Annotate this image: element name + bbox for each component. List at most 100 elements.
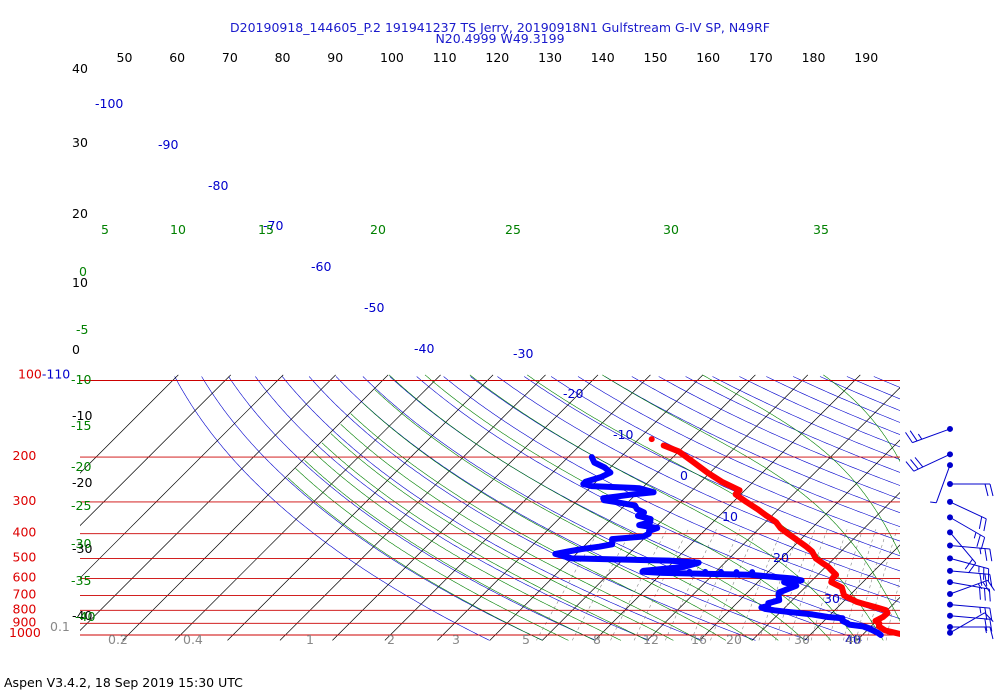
theta-tick-label: 180 [802,50,826,65]
mixing-ratio-line [885,578,900,641]
isotherm-value-label: -80 [208,178,228,193]
wind-barb-half-feather [979,607,982,614]
mixing-ratio-label: 40 [846,632,862,647]
mixing-ratio-label: 0.2 [108,632,128,647]
theta-e-label: -40 [75,609,95,624]
chart-title-line2: N20.4999 W49.3199 [435,31,565,46]
mixing-ratio-label: 8 [593,632,601,647]
dry-adiabat-line [362,376,862,641]
wind-barb-feather [978,516,983,529]
isotherm-value-label: -70 [263,218,283,233]
theta-e-label: -10 [71,372,91,387]
dewpoint-profile-line [552,454,884,638]
dry-adiabat-line [497,376,900,572]
software-footer: Aspen V3.4.2, 18 Sep 2019 15:30 UTC [4,675,243,690]
theta-e-label: 5 [101,222,109,237]
left-temperature-label: -40 [72,608,92,623]
moist-adiabat-line [702,374,900,555]
grid-layer [80,374,1000,641]
dewpoint-point [702,568,709,575]
theta-tick-label: 120 [485,50,509,65]
dry-adiabat-line [604,376,900,513]
wind-barb-staff [949,570,990,575]
isotherm-value-label: -50 [364,300,384,315]
isotherm-line [174,374,441,641]
wind-barb [947,579,995,597]
mixing-ratio-line [610,529,668,641]
mixing-ratio-line [855,529,888,641]
wind-barb [947,555,990,582]
pressure-tick-label: 400 [13,525,37,540]
wind-barb-feather [979,573,983,586]
dry-adiabat-line [201,376,543,641]
wind-barb-half-feather [979,548,982,555]
pressure-tick-label: 800 [13,601,37,616]
wind-barb [947,623,994,640]
profile-layer [552,436,900,638]
isotherm-value-label: 30 [824,591,840,606]
left-temperature-label: -10 [72,408,92,423]
wind-barb-feather [910,459,919,470]
theta-e-label: 10 [170,222,186,237]
wind-barb-staff [949,615,990,620]
left-temperature-label: 10 [72,275,88,290]
left-temperature-label: 30 [72,135,88,150]
dry-adiabat-line [846,376,900,400]
dry-adiabat-line [550,376,900,542]
wind-barb-feather [984,573,988,587]
theta-tick-label: 70 [222,50,238,65]
wind-barb-staff [949,545,990,550]
theta-e-label: 15 [258,222,274,237]
isotherm-line [80,374,284,579]
wind-barb-staff [949,612,985,634]
theta-e-label: -15 [71,418,91,433]
wind-barb-feather [989,574,993,587]
left-temperature-label: 20 [72,206,88,221]
mixing-ratio-line [902,529,928,640]
mixing-ratio-line [633,529,689,641]
dry-adiabat-line [577,376,900,528]
wind-barb-feather [909,430,918,442]
theta-e-label: 25 [505,222,521,237]
wind-barb-feather [984,548,988,561]
dry-adiabat-line [255,376,650,641]
dry-adiabat-line [308,376,756,641]
wind-barb-feather [905,461,915,472]
dry-adiabat-line [389,376,900,636]
moist-adiabat-line [321,442,648,641]
moist-adiabat-line [602,374,900,622]
wind-barb [947,514,986,550]
dry-adiabat-line [174,376,490,641]
wind-barb-feather [984,612,994,623]
wind-barb-feather [905,432,913,443]
theta-tick-label: 110 [433,50,457,65]
theta-tick-label: 100 [380,50,404,65]
dry-adiabat-line [792,376,900,423]
mixing-ratio-line [828,529,864,641]
isotherm-line [489,374,756,641]
isotherm-line [962,375,1000,641]
pressure-tick-label: 900 [13,614,37,629]
isotherm-value-label: -60 [311,259,331,274]
wind-barb [947,529,977,574]
isotherm-line [751,492,900,641]
dry-adiabat-line [228,376,597,641]
dry-adiabat-line [766,376,900,435]
theta-e-label: -25 [71,498,91,513]
wind-barb-feather [982,581,991,593]
wind-barb-feather [989,548,993,562]
theta-tick-label: 140 [591,50,615,65]
theta-tick-label: 60 [169,50,185,65]
dry-adiabat-line [712,376,900,460]
wind-barb-feather [964,558,973,570]
moist-adiabat-line [823,374,900,463]
moist-adiabat-line [350,413,727,641]
moist-adiabat-line [920,375,988,641]
theta-e-label: -30 [71,536,91,551]
isotherm-line [80,374,336,632]
dry-adiabat-line [739,376,900,448]
temperature-point [648,436,655,443]
wind-barb [905,451,953,472]
wind-barb-staff [949,581,990,590]
